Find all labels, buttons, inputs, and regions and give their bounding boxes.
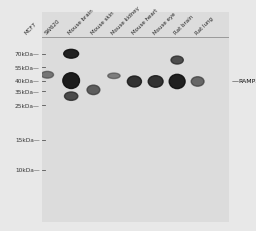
Text: 55kDa—: 55kDa— — [15, 66, 40, 71]
Text: Mouse brain: Mouse brain — [68, 8, 95, 36]
Ellipse shape — [19, 75, 34, 88]
Text: 15kDa—: 15kDa— — [15, 138, 40, 143]
Ellipse shape — [87, 86, 100, 95]
Text: Rat brain: Rat brain — [174, 14, 195, 36]
Ellipse shape — [65, 93, 78, 101]
Ellipse shape — [64, 50, 79, 59]
Text: 10kDa—: 10kDa— — [15, 167, 40, 172]
Text: 40kDa—: 40kDa— — [15, 79, 40, 84]
Ellipse shape — [169, 75, 185, 89]
Ellipse shape — [41, 72, 54, 79]
Text: SW620: SW620 — [44, 18, 61, 36]
Text: Mouse kidney: Mouse kidney — [110, 6, 141, 36]
Ellipse shape — [108, 74, 120, 79]
Ellipse shape — [191, 77, 204, 87]
Ellipse shape — [171, 57, 183, 65]
Ellipse shape — [148, 76, 163, 88]
Text: —: — — [232, 78, 239, 84]
Text: 25kDa—: 25kDa— — [15, 103, 40, 108]
Ellipse shape — [63, 73, 79, 89]
Text: RAMP3: RAMP3 — [238, 79, 256, 84]
Text: MCF7: MCF7 — [23, 22, 37, 36]
Text: 35kDa—: 35kDa— — [15, 89, 40, 94]
Text: 70kDa—: 70kDa— — [15, 52, 40, 57]
Ellipse shape — [127, 77, 141, 88]
Ellipse shape — [20, 67, 33, 73]
Text: Mouse skin: Mouse skin — [90, 11, 115, 36]
Text: Mouse heart: Mouse heart — [131, 8, 159, 36]
Text: Mouse eye: Mouse eye — [152, 11, 176, 36]
Text: Rat lung: Rat lung — [194, 16, 214, 36]
